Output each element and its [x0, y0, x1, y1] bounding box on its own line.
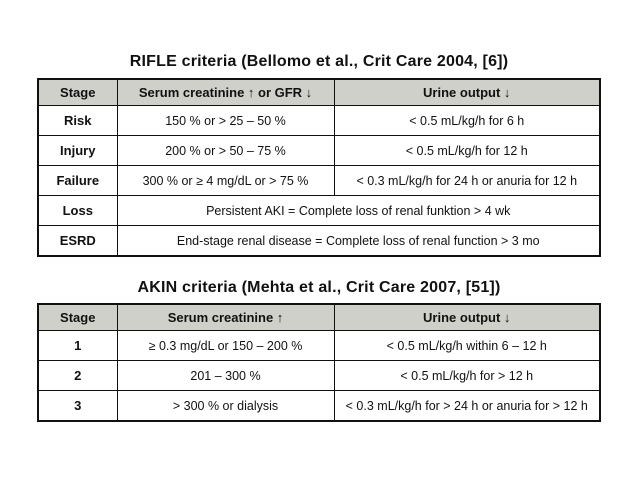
creatinine-cell: ≥ 0.3 mg/dL or 150 – 200 %	[116, 330, 335, 361]
urine-output-cell: < 0.3 mL/kg/h for > 24 h or anuria for >…	[333, 390, 601, 422]
table-row-injury: Injury 200 % or > 50 – 75 % < 0.5 mL/kg/…	[37, 135, 601, 166]
table-row-loss: Loss Persistent AKI = Complete loss of r…	[37, 195, 601, 226]
table-row-failure: Failure 300 % or ≥ 4 mg/dL or > 75 % < 0…	[37, 165, 601, 196]
stage-cell: 2	[37, 360, 118, 391]
column-header-stage: Stage	[37, 303, 118, 331]
table-row-stage-3: 3 > 300 % or dialysis < 0.3 mL/kg/h for …	[37, 390, 601, 422]
table-row-risk: Risk 150 % or > 25 – 50 % < 0.5 mL/kg/h …	[37, 105, 601, 136]
table-row-esrd: ESRD End-stage renal disease = Complete …	[37, 225, 601, 257]
stage-cell: Risk	[37, 105, 118, 136]
urine-output-cell: < 0.5 mL/kg/h for > 12 h	[333, 360, 601, 391]
akin-header-row: Stage Serum creatinine ↑ Urine output ↓	[37, 303, 601, 331]
urine-output-cell: < 0.5 mL/kg/h within 6 – 12 h	[333, 330, 601, 361]
column-header-urine-output: Urine output ↓	[333, 78, 601, 106]
table-row-stage-1: 1 ≥ 0.3 mg/dL or 150 – 200 % < 0.5 mL/kg…	[37, 330, 601, 361]
stage-cell: Failure	[37, 165, 118, 196]
column-header-urine-output: Urine output ↓	[333, 303, 601, 331]
rifle-table: Stage Serum creatinine ↑ or GFR ↓ Urine …	[37, 78, 601, 257]
stage-cell: Injury	[37, 135, 118, 166]
stage-cell: Loss	[37, 195, 118, 226]
rifle-header-row: Stage Serum creatinine ↑ or GFR ↓ Urine …	[37, 78, 601, 106]
creatinine-cell: > 300 % or dialysis	[116, 390, 335, 422]
stage-cell: 1	[37, 330, 118, 361]
column-header-stage: Stage	[37, 78, 118, 106]
akin-table-title: AKIN criteria (Mehta et al., Crit Care 2…	[137, 279, 501, 296]
creatinine-cell: 300 % or ≥ 4 mg/dL or > 75 %	[116, 165, 335, 196]
creatinine-cell: 150 % or > 25 – 50 %	[116, 105, 335, 136]
column-header-serum-creatinine: Serum creatinine ↑	[116, 303, 335, 331]
urine-output-cell: < 0.5 mL/kg/h for 6 h	[333, 105, 601, 136]
table-row-stage-2: 2 201 – 300 % < 0.5 mL/kg/h for > 12 h	[37, 360, 601, 391]
akin-table: Stage Serum creatinine ↑ Urine output ↓ …	[37, 303, 601, 422]
urine-output-cell: < 0.5 mL/kg/h for 12 h	[333, 135, 601, 166]
urine-output-cell: < 0.3 mL/kg/h for 24 h or anuria for 12 …	[333, 165, 601, 196]
definition-cell: End-stage renal disease = Complete loss …	[116, 225, 601, 257]
rifle-table-title: RIFLE criteria (Bellomo et al., Crit Car…	[129, 53, 509, 70]
figure-sheet: RIFLE criteria (Bellomo et al., Crit Car…	[37, 53, 601, 422]
stage-cell: ESRD	[37, 225, 118, 257]
creatinine-cell: 200 % or > 50 – 75 %	[116, 135, 335, 166]
column-header-serum-creatinine: Serum creatinine ↑ or GFR ↓	[116, 78, 335, 106]
stage-cell: 3	[37, 390, 118, 422]
creatinine-cell: 201 – 300 %	[116, 360, 335, 391]
definition-cell: Persistent AKI = Complete loss of renal …	[116, 195, 601, 226]
